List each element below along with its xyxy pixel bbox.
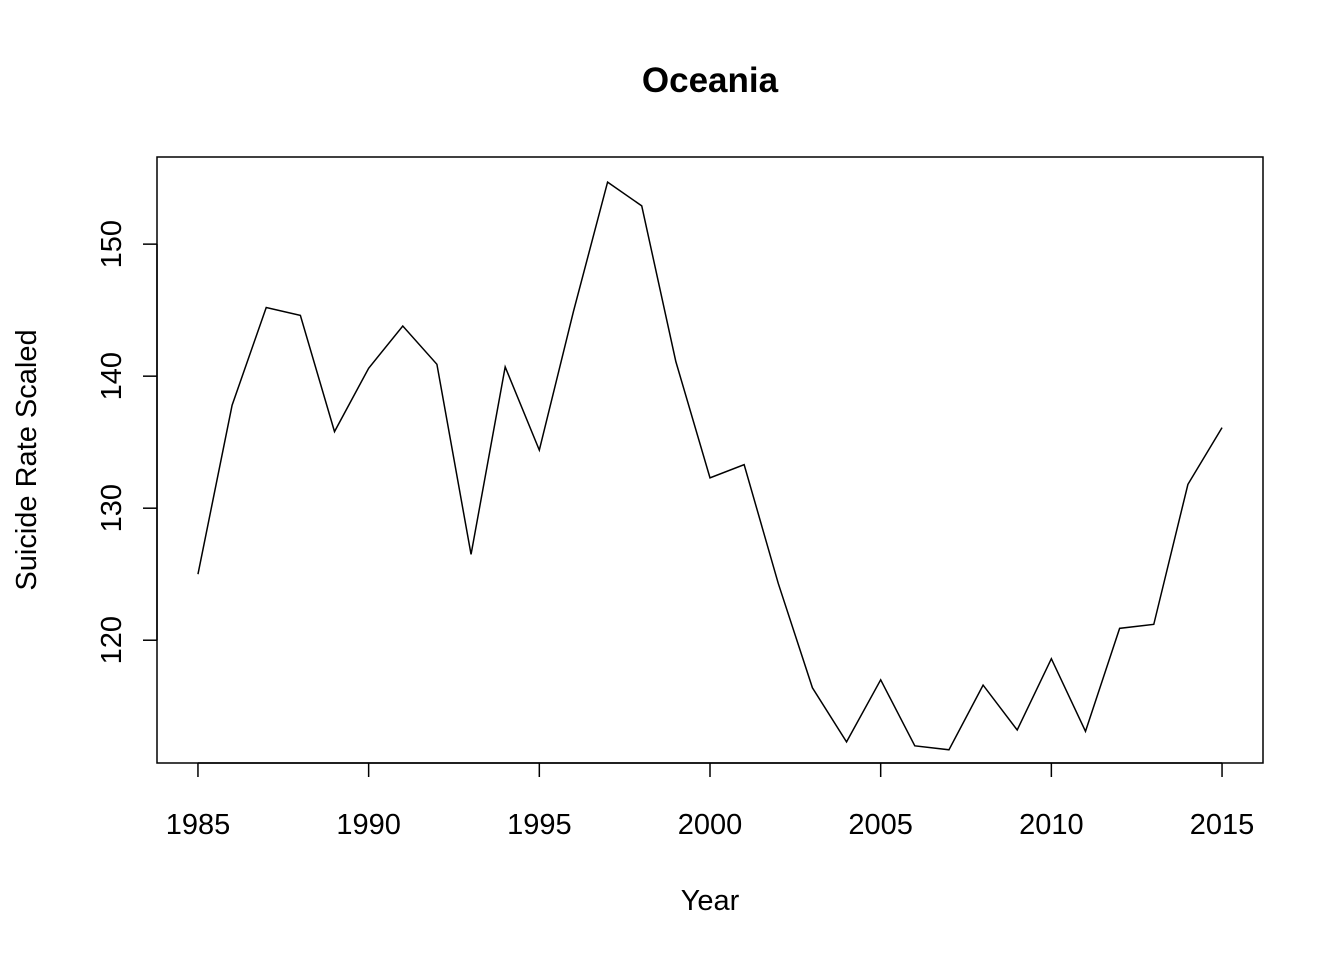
x-tick-label: 2015 [1190,809,1255,841]
y-tick-label: 140 [96,352,128,400]
y-axis: 120 130 140 150 [96,220,158,664]
x-axis-label: Year [681,885,740,917]
y-axis-label: Suicide Rate Scaled [11,329,43,590]
y-tick-label: 150 [96,220,128,268]
y-tick-label: 130 [96,484,128,532]
x-tick-label: 2010 [1019,809,1084,841]
x-tick-label: 1990 [336,809,401,841]
x-tick-label: 2005 [848,809,913,841]
x-axis: 1985 1990 1995 2000 2005 2010 2015 [166,762,1255,841]
plot-frame [156,156,1264,764]
x-tick-label: 2000 [678,809,743,841]
y-tick-label: 120 [96,616,128,664]
series-line [197,180,1223,751]
x-tick-label: 1985 [166,809,231,841]
chart-title: Oceania [642,61,779,100]
x-tick-label: 1995 [507,809,572,841]
series-layer [197,180,1223,751]
